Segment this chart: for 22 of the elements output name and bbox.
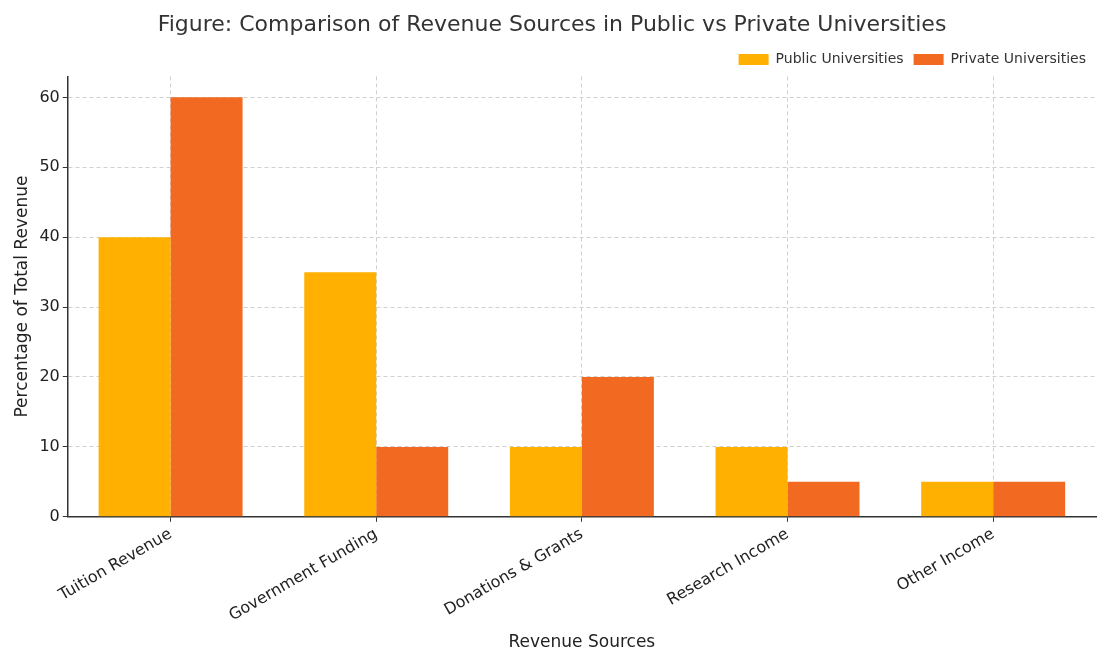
bar — [376, 446, 449, 517]
y-tick-label: 60 — [39, 86, 60, 106]
bar — [509, 446, 582, 517]
bar — [715, 446, 788, 517]
bar — [787, 481, 860, 517]
bar — [98, 237, 171, 517]
legend-label: Private Universities — [950, 50, 1087, 67]
y-tick-label: 20 — [39, 366, 60, 386]
x-axis-title: Revenue Sources — [508, 631, 656, 652]
bar — [921, 481, 994, 517]
bar — [304, 272, 377, 517]
y-tick-label: 30 — [39, 296, 60, 316]
y-tick-label: 50 — [39, 156, 60, 176]
chart-title: Figure: Comparison of Revenue Sources in Public vs Private Universities — [157, 10, 947, 36]
y-axis-title: Percentage of Total Revenue — [10, 175, 31, 418]
legend-label: Public Universities — [775, 50, 904, 67]
bar — [993, 481, 1066, 517]
y-tick-label: 10 — [39, 436, 60, 456]
y-tick-label: 0 — [49, 505, 60, 525]
bar — [581, 376, 654, 517]
bar — [170, 97, 243, 517]
y-tick-label: 40 — [39, 226, 60, 246]
